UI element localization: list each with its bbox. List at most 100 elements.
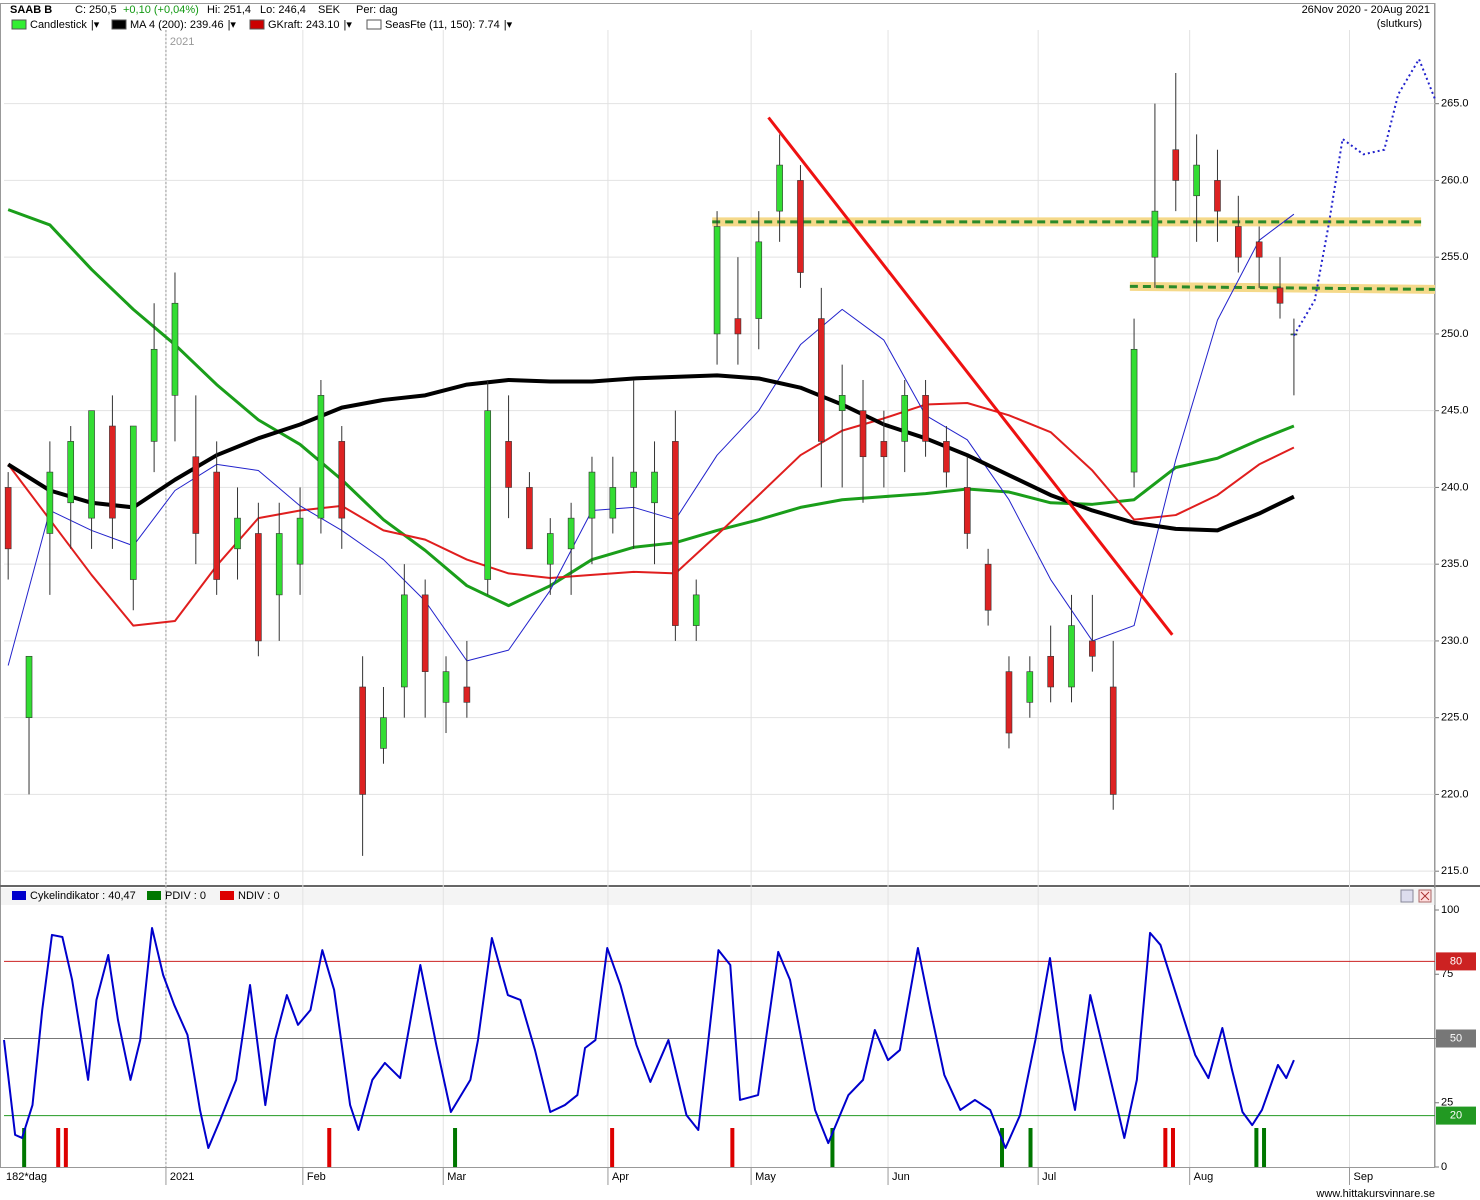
candle-body <box>901 395 909 442</box>
candle-body <box>692 594 700 626</box>
moving-average <box>7 373 1295 533</box>
legend-label[interactable]: Candlestick <box>30 19 87 31</box>
candle-body <box>922 395 929 442</box>
y-tick-label: 215.0 <box>1441 865 1469 877</box>
legend-swatch <box>111 19 127 30</box>
legend-swatch <box>11 19 27 30</box>
signal-bar <box>22 1128 27 1167</box>
y-tick-label: 265.0 <box>1441 98 1469 110</box>
signal-bar <box>327 1128 332 1167</box>
candle-body <box>984 563 992 611</box>
x-tick-label: Jul <box>1042 1171 1056 1183</box>
y-tick-label: 0 <box>1441 1161 1447 1173</box>
candle-body <box>588 471 596 519</box>
candle-body <box>1005 671 1013 734</box>
y-tick-label: 225.0 <box>1441 712 1469 724</box>
candle-body <box>1089 640 1096 657</box>
signal-bar <box>1000 1128 1005 1167</box>
candle-body <box>171 302 179 396</box>
y-tick-label: 260.0 <box>1441 174 1469 186</box>
x-tick-label: Apr <box>612 1171 629 1183</box>
period: Per: dag <box>356 4 398 16</box>
candle-body <box>25 655 33 718</box>
candle-body <box>484 410 492 580</box>
x-tick-label: Mar <box>447 1171 466 1183</box>
candle-body <box>1276 287 1284 304</box>
candle-body <box>359 686 366 795</box>
candle-body <box>1172 149 1180 181</box>
indicator-line <box>3 926 1295 1149</box>
legend-swatch <box>366 19 382 30</box>
candle-body <box>88 410 95 519</box>
candle-body <box>1068 625 1075 688</box>
y-tick-label: 230.0 <box>1441 635 1469 647</box>
x-tick-label: 2021 <box>170 1171 194 1183</box>
candle-body <box>859 410 867 458</box>
candle-body <box>213 471 220 580</box>
close-price: C: 250,5 <box>75 4 117 16</box>
candle-body <box>401 594 408 688</box>
signal-bar <box>1028 1128 1033 1167</box>
y-tick-label: 75 <box>1441 968 1453 980</box>
x-tick-label: Feb <box>307 1171 326 1183</box>
signal-bar <box>1170 1128 1175 1167</box>
candle-body <box>1026 671 1034 703</box>
candle-body <box>838 395 846 411</box>
candle-body <box>67 441 75 504</box>
y-tick-label: 255.0 <box>1441 251 1469 263</box>
price-change: +0,10 (+0,04%) <box>123 4 199 16</box>
signal-bar <box>610 1128 615 1167</box>
candle-body <box>963 487 971 534</box>
candle-body <box>734 318 742 335</box>
candle-body <box>505 441 512 488</box>
level-label: 80 <box>1450 955 1462 967</box>
candle-body <box>192 456 200 534</box>
signal-bar <box>1254 1128 1259 1167</box>
candle-body <box>609 487 617 519</box>
trend-line <box>767 116 1174 636</box>
legend-label: NDIV : 0 <box>238 890 280 902</box>
candle-body <box>797 180 804 273</box>
legend-label: Cykelindikator : 40,47 <box>30 890 136 902</box>
low-price: Lo: 246,4 <box>260 4 306 16</box>
signal-bar <box>1262 1128 1267 1167</box>
candle-body <box>1214 180 1221 212</box>
settings-icon[interactable] <box>1400 889 1414 903</box>
legend-label[interactable]: SeasFte (11, 150): 7.74 <box>385 19 500 31</box>
candle-body <box>463 686 471 703</box>
candle-body <box>296 517 304 565</box>
candle-body <box>4 487 12 550</box>
candle-body <box>1047 655 1054 688</box>
level-label: 50 <box>1450 1032 1462 1044</box>
candle-body <box>880 441 888 458</box>
candle-body <box>546 533 554 565</box>
candle-body <box>421 594 429 672</box>
signal-bar <box>1163 1128 1168 1167</box>
candle-body <box>672 441 679 626</box>
y-tick-label: 235.0 <box>1441 558 1469 570</box>
x-tick-label: Sep <box>1354 1171 1374 1183</box>
candle-body <box>234 517 241 550</box>
signal-bar <box>56 1128 61 1167</box>
x-tick-label: Aug <box>1194 1171 1214 1183</box>
website: www.hittakursvinnare.se <box>1315 1188 1435 1200</box>
y-tick-label: 250.0 <box>1441 328 1469 340</box>
y-tick-label: 245.0 <box>1441 405 1469 417</box>
y-tick-label: 240.0 <box>1441 481 1469 493</box>
candle-body <box>442 671 450 703</box>
legend-dropdown: |▾ <box>228 19 237 31</box>
legend-label: PDIV : 0 <box>165 890 206 902</box>
signal-bar <box>63 1128 68 1167</box>
legend-label[interactable]: GKraft: 243.10 <box>268 19 340 31</box>
candle-body <box>818 318 825 442</box>
candle-body <box>129 425 137 580</box>
legend-label[interactable]: MA 4 (200): 239.46 <box>130 19 224 31</box>
candle-body <box>1193 164 1200 197</box>
signal-bar <box>453 1128 458 1167</box>
signal-bar <box>730 1128 735 1167</box>
level-label: 20 <box>1450 1110 1462 1122</box>
candle-body <box>567 517 575 550</box>
signal-bar <box>830 1128 835 1167</box>
candle-body <box>755 241 763 319</box>
